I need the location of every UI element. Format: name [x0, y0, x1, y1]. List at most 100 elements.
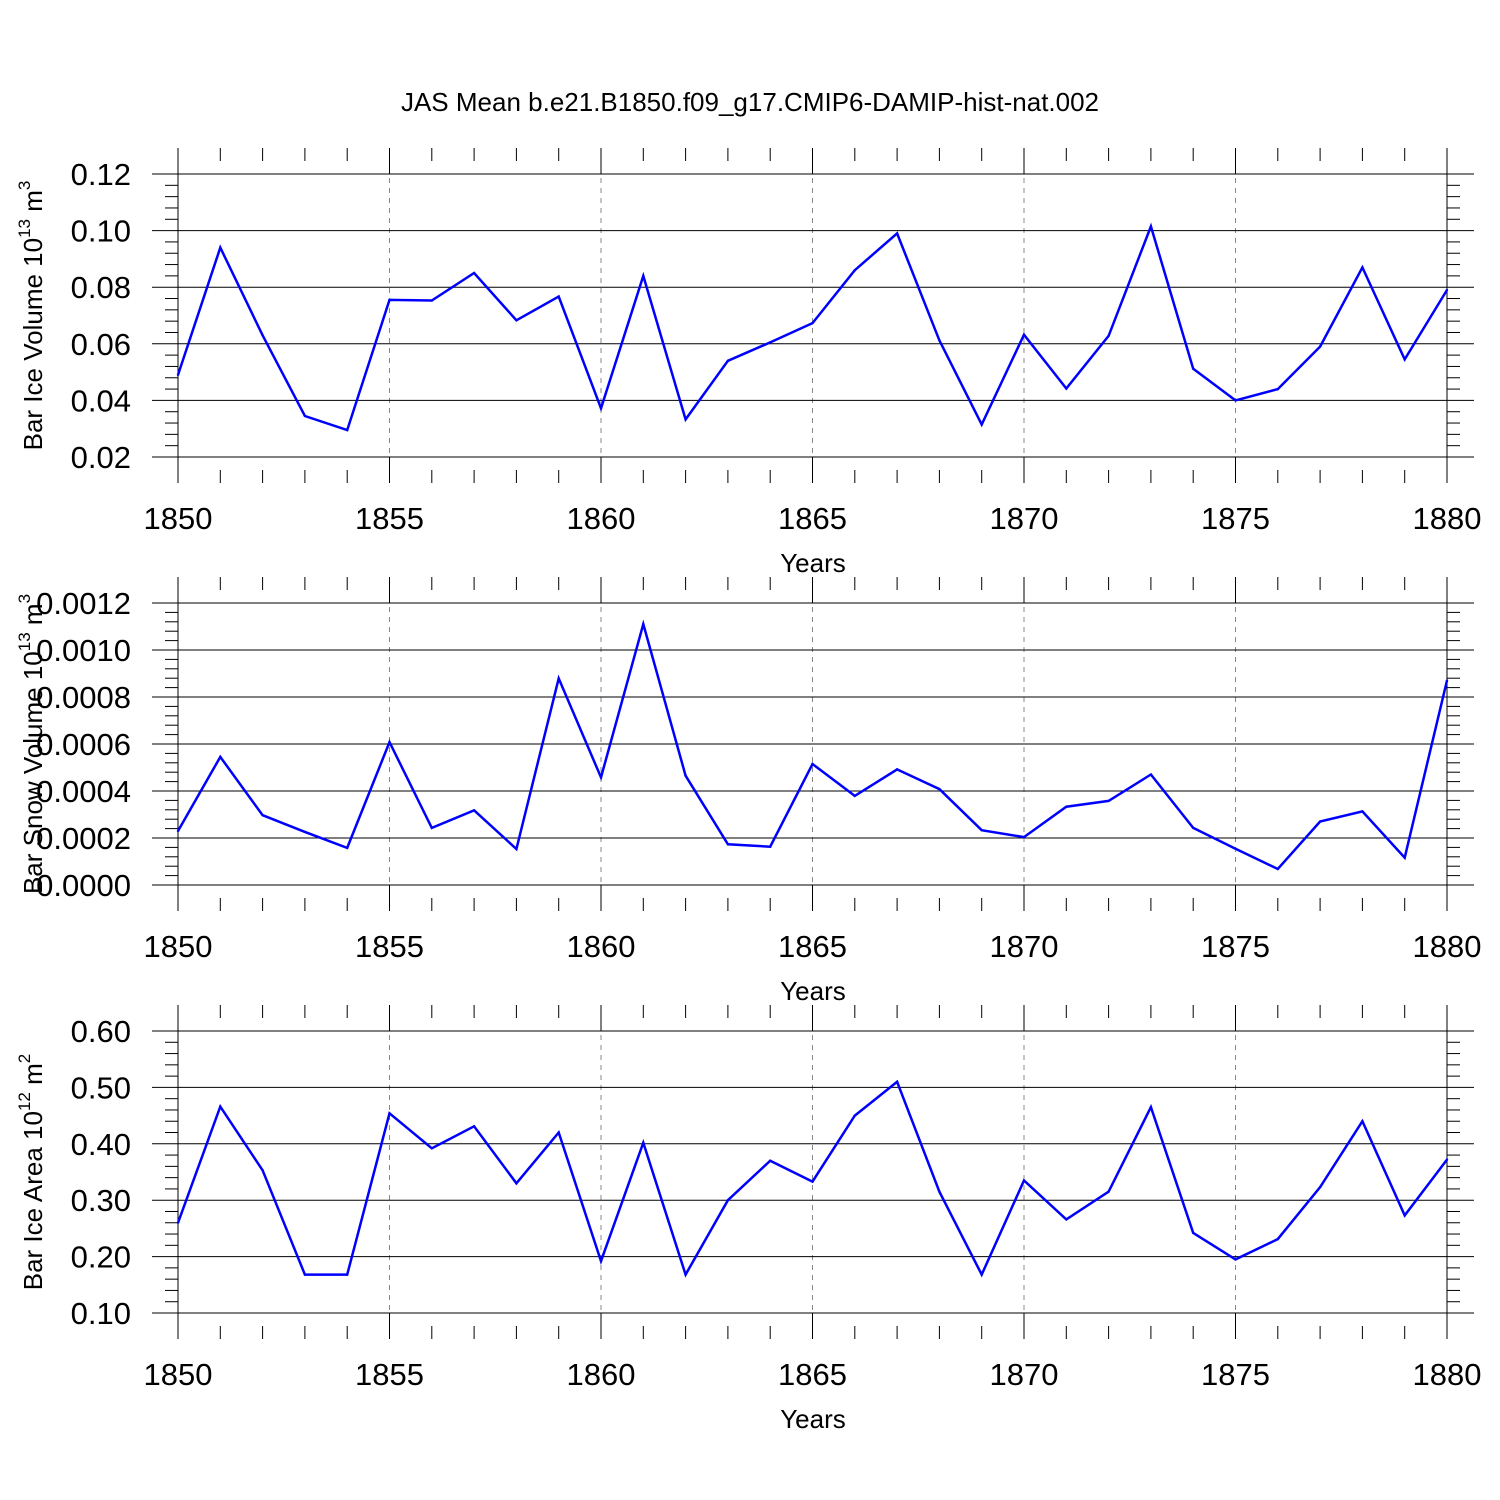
data-point	[895, 768, 899, 771]
data-point	[642, 622, 645, 626]
x-tick-label: 1855	[355, 929, 424, 964]
data-point	[346, 428, 349, 432]
y-title-text: Bar Ice Area 10	[18, 1111, 48, 1290]
data-point	[599, 1259, 603, 1263]
data-point	[853, 794, 856, 798]
data-point	[980, 829, 983, 832]
y-tick-label: 0.0002	[36, 821, 131, 856]
y-axis-title: Bar Ice Area 1012 m2	[15, 1054, 48, 1291]
data-point	[346, 846, 349, 850]
x-tick-label: 1860	[567, 929, 636, 964]
data-point	[895, 1080, 899, 1083]
x-tick-label: 1865	[778, 1357, 847, 1392]
data-point	[176, 373, 180, 377]
x-tick-label: 1870	[990, 929, 1059, 964]
data-point	[1403, 358, 1406, 361]
data-point	[219, 1105, 222, 1108]
data-point	[388, 1112, 391, 1115]
data-point	[1403, 856, 1406, 859]
data-point	[684, 774, 687, 777]
data-point	[1445, 1158, 1449, 1161]
data-point	[684, 418, 687, 421]
data-point	[769, 341, 772, 344]
x-tick-label: 1875	[1201, 501, 1270, 536]
y-tick-label: 0.12	[71, 157, 131, 192]
data-point	[769, 1159, 772, 1162]
data-point	[1445, 288, 1449, 292]
x-tick-label: 1875	[1201, 1357, 1270, 1392]
data-point	[515, 847, 518, 851]
x-tick-label: 1850	[144, 501, 213, 536]
x-axis-title: Years	[780, 548, 846, 578]
data-point	[1149, 773, 1153, 776]
data-point	[303, 830, 307, 834]
data-point	[811, 762, 814, 766]
data-point	[1276, 387, 1280, 391]
x-tick-label: 1880	[1413, 929, 1482, 964]
y-tick-label: 0.10	[71, 214, 131, 249]
y-axis-title: Bar Snow Volume 1013 m3	[15, 594, 48, 894]
x-tick-label: 1860	[567, 1357, 636, 1392]
data-point	[1445, 679, 1449, 682]
y-title-superscript: 3	[15, 181, 34, 190]
y-tick-label: 0.40	[71, 1127, 131, 1162]
y-tick-label: 0.10	[71, 1296, 131, 1331]
y-tick-label: 0.30	[71, 1183, 131, 1218]
data-point	[980, 423, 983, 426]
data-point	[811, 1180, 814, 1183]
data-point	[726, 359, 730, 362]
x-tick-label: 1880	[1413, 501, 1482, 536]
x-tick-label: 1880	[1413, 1357, 1482, 1392]
y-tick-label: 0.50	[71, 1070, 131, 1105]
y-tick-label: 0.0000	[36, 868, 131, 903]
data-point	[1107, 1190, 1110, 1193]
data-point	[388, 298, 391, 302]
panel-1: 0.02 0.04 0.06 0.08 0.10 0.12 1850 1855 1860 1865…	[15, 148, 1481, 578]
x-tick-label: 1860	[567, 501, 636, 536]
panel-2: 0.0000 0.0002 0.0004 0.0006 0.0008 0.0010 0.00…	[15, 577, 1481, 1006]
y-title-superscript: 13	[15, 219, 34, 238]
data-point	[176, 829, 180, 833]
data-point	[557, 295, 560, 298]
x-tick-label: 1855	[355, 501, 424, 536]
x-tick-label: 1875	[1201, 929, 1270, 964]
y-title-text: m	[18, 603, 48, 632]
data-point	[1403, 1214, 1406, 1217]
data-point	[472, 809, 476, 812]
data-point	[684, 1273, 687, 1276]
x-tick-label: 1865	[778, 501, 847, 536]
data-point	[1065, 387, 1068, 390]
data-point	[219, 755, 222, 759]
data-point	[811, 321, 814, 325]
y-title-superscript: 12	[15, 1092, 34, 1111]
data-point	[472, 1125, 476, 1128]
y-tick-label: 0.0010	[36, 633, 131, 668]
data-point	[1361, 266, 1364, 269]
data-point	[769, 845, 772, 848]
y-title-text: m	[18, 190, 48, 219]
data-point	[599, 776, 603, 779]
x-axis-title: Years	[780, 976, 846, 1006]
data-point	[1234, 847, 1237, 851]
x-tick-label: 1850	[144, 1357, 213, 1392]
x-tick-label: 1855	[355, 1357, 424, 1392]
data-point	[1318, 345, 1322, 348]
data-point	[1361, 810, 1364, 813]
y-tick-label: 0.04	[71, 383, 131, 418]
y-tick-label: 0.60	[71, 1014, 131, 1049]
data-point	[938, 787, 941, 791]
data-point	[1065, 1218, 1068, 1221]
y-tick-label: 0.0004	[36, 774, 131, 809]
data-point	[599, 407, 603, 410]
data-point	[1022, 1179, 1026, 1182]
y-title-text: Bar Ice Volume 10	[18, 238, 48, 450]
data-point	[938, 1190, 941, 1193]
y-title-text: Bar Snow Volume 10	[18, 651, 48, 894]
y-axis-title: Bar Ice Volume 1013 m3	[15, 181, 48, 451]
data-point	[430, 299, 433, 302]
y-tick-label: 0.02	[71, 440, 131, 475]
data-point	[1234, 399, 1237, 402]
y-tick-label: 0.08	[71, 270, 131, 305]
data-point	[938, 339, 941, 342]
data-point	[1234, 1258, 1237, 1261]
